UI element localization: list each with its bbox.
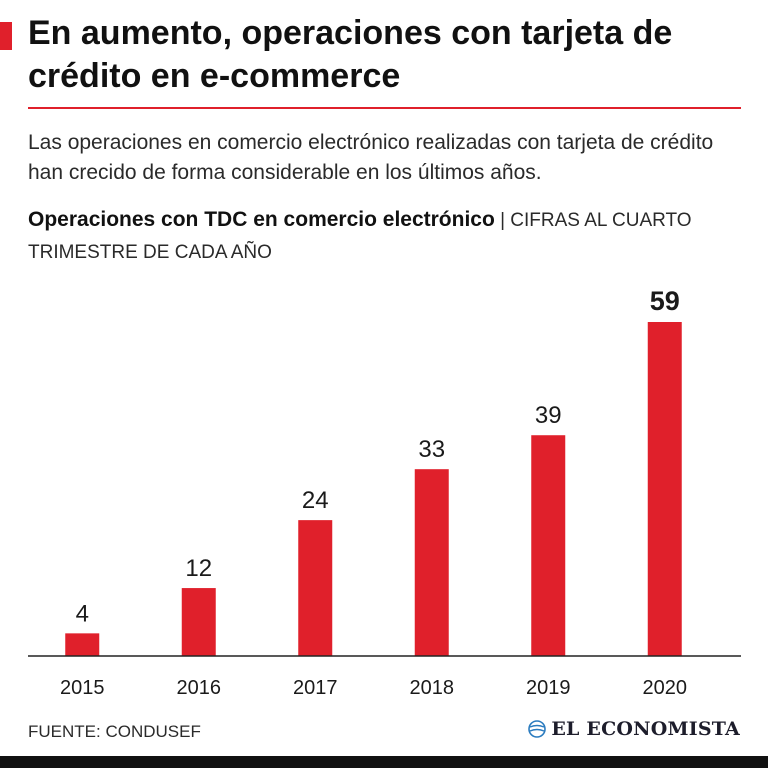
bar-value-label-2016: 12 <box>185 555 212 582</box>
chart-heading: Operaciones con TDC en comercio electrón… <box>28 204 748 269</box>
x-tick-label-2019: 2019 <box>526 677 571 699</box>
bar-2019 <box>531 435 566 656</box>
chart-heading-bold: Operaciones con TDC en comercio electrón… <box>28 208 495 231</box>
page-title: En aumento, operaciones con tarjeta de c… <box>28 14 673 95</box>
bar-2016 <box>181 588 216 656</box>
bar-chart: 4 12 24 33 39 59 2015 2016 2017 2018 2019 2020 <box>28 286 741 699</box>
chart-heading-light: | CIFRAS AL CUARTO TRIMESTRE DE CADA AÑO <box>28 210 692 263</box>
bar-value-label-2018: 33 <box>418 436 445 463</box>
bottom-strip <box>0 756 768 768</box>
x-tick-label-2017: 2017 <box>293 677 338 699</box>
publisher-logo: EL ECONOMISTA <box>527 718 740 740</box>
title-accent-bar <box>0 22 12 50</box>
title-divider <box>28 107 741 109</box>
x-tick-label-2016: 2016 <box>177 677 222 699</box>
bar-2017 <box>298 520 333 656</box>
logo-text: EL ECONOMISTA <box>551 718 740 740</box>
x-tick-labels: 2015 2016 2017 2018 2019 2020 <box>60 677 687 699</box>
bar-2015 <box>65 633 100 656</box>
logo-globe-icon <box>528 720 547 738</box>
x-tick-label-2020: 2020 <box>643 677 688 699</box>
bar-value-label-2015: 4 <box>76 600 89 627</box>
x-tick-label-2018: 2018 <box>410 677 455 699</box>
bar-2020 <box>647 322 682 656</box>
bars-layer: 4 12 24 33 39 59 <box>65 286 682 656</box>
source-note: FUENTE: CONDUSEF <box>28 722 201 741</box>
bar-2018 <box>414 469 449 656</box>
bar-value-label-2020: 59 <box>650 286 680 316</box>
x-tick-label-2015: 2015 <box>60 677 105 699</box>
page-subtitle: Las operaciones en comercio electrónico … <box>28 131 714 184</box>
bar-value-label-2017: 24 <box>302 487 329 514</box>
bar-value-label-2019: 39 <box>535 402 562 429</box>
